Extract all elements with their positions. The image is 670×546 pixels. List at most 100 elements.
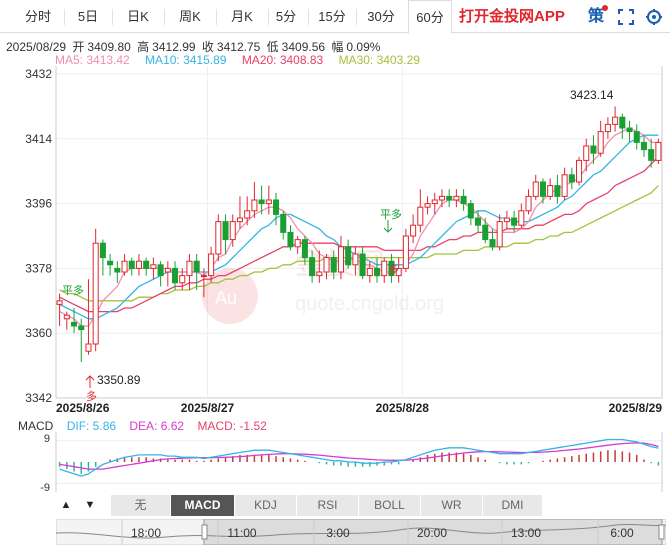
candle-body <box>294 239 301 248</box>
indicator-tab-macd[interactable]: MACD <box>171 495 235 516</box>
min-price-label: 3350.89 <box>97 373 141 387</box>
tab-divider <box>64 9 65 25</box>
candle-body <box>438 195 445 201</box>
navigator-tick-label: 13:00 <box>511 526 541 540</box>
candle-body <box>518 210 525 226</box>
signal-flat-long-1: 平多 <box>62 283 84 297</box>
candle-body <box>475 217 482 226</box>
candle-body <box>612 116 619 125</box>
candle-body <box>359 253 366 277</box>
change-label: 幅 <box>331 40 344 54</box>
tab-divider <box>268 9 269 25</box>
watermark-logo-icon <box>202 268 258 324</box>
navigator-left-handle[interactable] <box>201 524 208 540</box>
macd-bars <box>58 450 660 474</box>
candle-body <box>323 257 330 273</box>
candle-body <box>417 206 424 226</box>
time-navigator[interactable]: 18:00 11:00 3:00 20:00 13:00 6:00 <box>56 519 666 545</box>
navigator-sparkline <box>56 523 666 539</box>
notification-dot <box>602 5 608 11</box>
navigator-tick-label: 11:00 <box>227 526 256 540</box>
indicator-tab-boll[interactable]: BOLL <box>359 495 421 516</box>
ma30-line <box>59 185 659 302</box>
candle-body <box>287 231 294 248</box>
indicator-tab-dmi[interactable]: DMI <box>483 495 543 516</box>
macd-chart[interactable]: 9 -9 <box>0 432 670 492</box>
candle-body <box>547 185 554 197</box>
arrow-up-icon: ▲ <box>60 499 72 511</box>
indicator-tab-kdj[interactable]: KDJ <box>235 495 297 516</box>
tab-weekly-k[interactable]: 周K <box>179 9 201 24</box>
candle-body <box>511 217 518 226</box>
candle-body <box>410 224 417 237</box>
high-label: 高 <box>137 40 150 54</box>
indicator-tab-wr[interactable]: WR <box>421 495 483 516</box>
candle-body <box>179 275 186 284</box>
tab-5day[interactable]: 5日 <box>77 9 99 24</box>
low-value: 3409.56 <box>281 40 326 54</box>
tab-monthly-k[interactable]: 月K <box>231 9 253 24</box>
low-label: 低 <box>266 40 279 54</box>
macd-value: MACD: -1.52 <box>197 419 267 433</box>
high-value: 3412.99 <box>152 40 196 54</box>
tab-60min[interactable]: 60分 <box>408 0 452 34</box>
candle-body <box>135 260 142 269</box>
macd-dea: DEA: 6.62 <box>129 419 185 433</box>
candle-body <box>583 145 590 161</box>
macd-title: MACD <box>18 419 54 433</box>
dif-line <box>59 438 659 477</box>
fullscreen-icon[interactable] <box>617 8 635 26</box>
candle-body <box>539 181 546 197</box>
macd-grid <box>55 432 663 492</box>
candle-body <box>143 260 150 269</box>
open-label: 开 <box>72 40 85 54</box>
candle-body <box>63 314 70 320</box>
strategy-button[interactable]: 策 <box>588 0 608 33</box>
navigator-tick-label: 20:00 <box>417 526 447 540</box>
macd-dif: DIF: 5.86 <box>66 419 117 433</box>
tab-30min[interactable]: 30分 <box>367 9 395 24</box>
signal-arrow-down-icon <box>383 220 393 233</box>
tab-daily-k[interactable]: 日K <box>127 9 149 24</box>
open-app-link[interactable]: 打开金投网APP <box>459 8 565 25</box>
settings-icon[interactable] <box>645 8 663 26</box>
macd-legend: MACD DIF: 5.86 DEA: 6.62 MACD: -1.52 <box>18 419 277 433</box>
max-price-label: 3423.14 <box>570 88 614 102</box>
signal-flat-long-2: 平多 <box>380 207 402 221</box>
indicator-tab-rsi[interactable]: RSI <box>297 495 359 516</box>
change-value: 0.09% <box>346 40 381 54</box>
price-tick-label: 3396 <box>25 197 52 211</box>
close-value: 3412.75 <box>216 40 261 54</box>
candle-body <box>78 325 85 331</box>
navigator-right-handle[interactable] <box>658 524 665 540</box>
navigator-ticks: 18:00 11:00 3:00 20:00 13:00 6:00 <box>121 519 634 545</box>
candle-body <box>453 195 460 201</box>
candle-body <box>193 260 200 273</box>
candle-body <box>640 141 647 151</box>
candle-body <box>258 199 265 205</box>
scroll-down-button[interactable]: ▼ <box>80 495 100 516</box>
candle-body <box>431 199 438 205</box>
candle-body <box>633 131 640 143</box>
tab-divider <box>308 9 309 25</box>
candlestick-chart[interactable]: Au 金投网 quote.cngold.org 3432341433963378… <box>0 66 670 486</box>
tab-5min[interactable]: 5分 <box>275 9 297 24</box>
ma5-label: MA5: 3413.42 <box>55 53 130 67</box>
indicator-tab-none[interactable]: 无 <box>111 495 171 516</box>
candle-body <box>374 267 381 277</box>
candle-body <box>446 195 453 201</box>
candle-body <box>366 267 373 277</box>
candle-body <box>590 145 597 154</box>
candle-body <box>655 141 662 161</box>
tab-divider <box>112 9 113 25</box>
candles <box>56 106 662 362</box>
candle-body <box>200 275 207 278</box>
tab-realtime[interactable]: 分时 <box>24 9 51 24</box>
candle-body <box>85 343 92 352</box>
candle-body <box>503 217 510 223</box>
candle-body <box>107 260 114 266</box>
scroll-up-button[interactable]: ▲ <box>56 495 76 516</box>
tab-15min[interactable]: 15分 <box>318 9 346 24</box>
date-tick-label: 2025/8/27 <box>181 401 235 415</box>
